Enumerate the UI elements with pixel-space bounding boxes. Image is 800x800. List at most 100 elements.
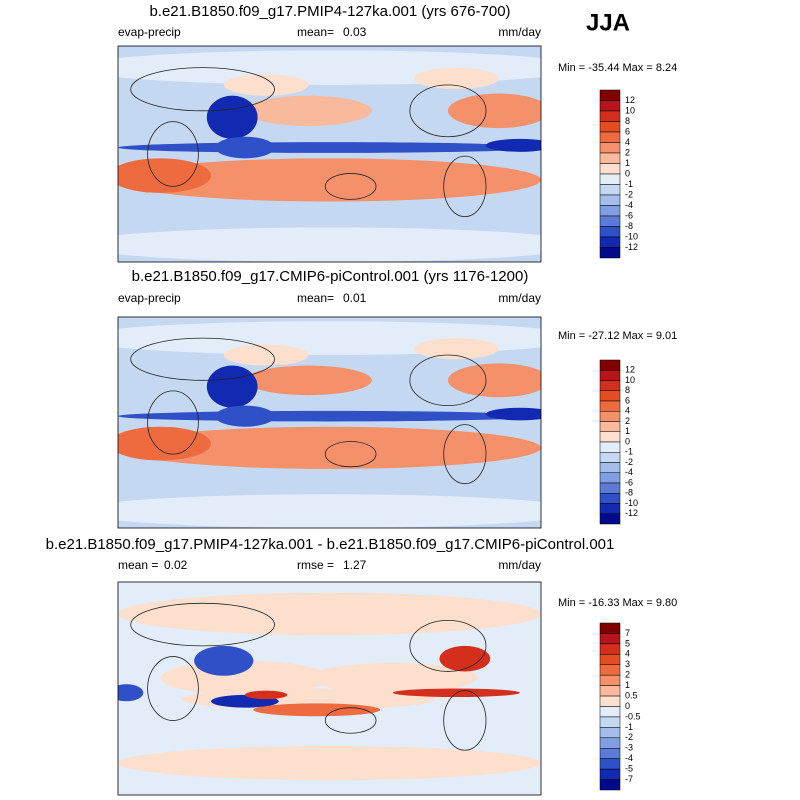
colorbar-box bbox=[599, 493, 621, 504]
variable-label: evap-precip bbox=[118, 25, 181, 39]
colorbar-label: -2 bbox=[625, 732, 633, 742]
colorbar-label: -6 bbox=[625, 477, 633, 487]
continent-outline bbox=[409, 619, 487, 672]
colorbar-label: 12 bbox=[625, 365, 635, 375]
colorbar-box bbox=[599, 163, 621, 175]
colorbar-box bbox=[599, 643, 621, 655]
colorbar-label: -8 bbox=[625, 221, 633, 231]
colorbar-label: -2 bbox=[625, 457, 633, 467]
colorbar-label: 4 bbox=[625, 406, 630, 416]
colorbar-box bbox=[599, 390, 621, 402]
colorbar-label: -5 bbox=[625, 764, 633, 774]
map-field bbox=[447, 93, 541, 129]
map-field bbox=[206, 365, 258, 408]
colorbar-box bbox=[599, 100, 621, 112]
colorbar-label: 8 bbox=[625, 385, 630, 395]
continent-outline bbox=[147, 390, 199, 455]
colorbar-label: 0.5 bbox=[625, 690, 638, 700]
colorbar-label: 2 bbox=[625, 670, 630, 680]
colorbar-label: -12 bbox=[625, 242, 638, 252]
colorbar-label: -10 bbox=[625, 498, 638, 508]
colorbar-label: 4 bbox=[625, 649, 630, 659]
season-label: JJA bbox=[586, 9, 630, 36]
continent-outline bbox=[443, 424, 487, 485]
colorbar-box bbox=[599, 400, 621, 412]
map-field bbox=[439, 645, 491, 672]
map-field bbox=[223, 74, 309, 96]
colorbar-label: 0 bbox=[625, 168, 630, 178]
colorbar-box bbox=[599, 110, 621, 122]
colorbar-box bbox=[599, 121, 621, 133]
continent-outline bbox=[147, 656, 199, 721]
colorbar-label: 8 bbox=[625, 116, 630, 126]
map-field bbox=[118, 494, 541, 528]
colorbar-box bbox=[599, 674, 621, 686]
colorbar-label: 12 bbox=[625, 95, 635, 105]
min-max: Min = -27.12 Max = 9.01 bbox=[558, 330, 677, 342]
map-field bbox=[253, 703, 381, 717]
stat-label: mean= bbox=[297, 291, 334, 305]
units-label: mm/day bbox=[498, 558, 541, 572]
continent-outline bbox=[130, 602, 275, 647]
colorbar-box bbox=[599, 513, 621, 525]
map-field bbox=[118, 321, 541, 355]
colorbar-label: 2 bbox=[625, 147, 630, 157]
colorbar-label: 0 bbox=[625, 701, 630, 711]
map-field bbox=[118, 142, 541, 153]
continent-outline bbox=[409, 84, 487, 138]
colorbar-label: -6 bbox=[625, 210, 633, 220]
map-field bbox=[118, 158, 212, 193]
map-field bbox=[118, 592, 541, 636]
map-field bbox=[118, 410, 541, 422]
colorbar-box bbox=[599, 131, 621, 143]
map-field bbox=[118, 50, 541, 85]
colorbar-box bbox=[599, 247, 621, 259]
colorbar-box bbox=[599, 421, 621, 432]
colorbar-label: -4 bbox=[625, 467, 633, 477]
colorbar-label: -1 bbox=[625, 722, 633, 732]
continent-outline bbox=[324, 707, 377, 734]
colorbar-label: -0.5 bbox=[625, 711, 641, 721]
units-label: mm/day bbox=[498, 291, 541, 305]
map-field bbox=[118, 684, 144, 702]
colorbar-label: -1 bbox=[625, 447, 633, 457]
stat-label: mean= bbox=[297, 25, 334, 39]
map-field bbox=[414, 67, 499, 90]
map-field bbox=[118, 158, 541, 202]
colorbar-box bbox=[599, 685, 621, 697]
colorbar-box bbox=[599, 380, 621, 391]
colorbar-box bbox=[599, 236, 621, 248]
colorbar-box bbox=[599, 633, 621, 645]
colorbar-box bbox=[599, 622, 621, 634]
colorbar-box bbox=[599, 184, 621, 196]
colorbar-box bbox=[599, 226, 621, 238]
colorbar-box bbox=[599, 194, 621, 206]
stat-label: mean = bbox=[118, 558, 158, 572]
map-field bbox=[244, 365, 372, 396]
map-field bbox=[414, 338, 499, 360]
colorbar-label: 0 bbox=[625, 436, 630, 446]
continent-outline bbox=[130, 67, 275, 112]
map-field bbox=[206, 95, 258, 139]
colorbar-box bbox=[599, 706, 621, 718]
colorbar-box bbox=[599, 482, 621, 494]
map bbox=[118, 582, 541, 795]
colorbar-label: -8 bbox=[625, 488, 633, 498]
continent-outline bbox=[324, 173, 377, 200]
colorbar-label: 4 bbox=[625, 137, 630, 147]
stat-value: 0.02 bbox=[164, 558, 188, 572]
map bbox=[118, 46, 541, 262]
colorbar-label: 1 bbox=[625, 680, 630, 690]
colorbar-label: -3 bbox=[625, 743, 633, 753]
colorbar-label: 6 bbox=[625, 126, 630, 136]
continent-outline bbox=[147, 121, 199, 187]
map-field bbox=[118, 426, 541, 469]
map-field bbox=[118, 746, 541, 781]
map-frame bbox=[117, 581, 542, 796]
map-field bbox=[118, 426, 212, 461]
map-field bbox=[447, 363, 541, 398]
colorbar-box bbox=[599, 748, 621, 759]
colorbar-box bbox=[599, 695, 621, 707]
panel-title: b.e21.B1850.f09_g17.PMIP4-127ka.001 - b.… bbox=[46, 536, 615, 553]
